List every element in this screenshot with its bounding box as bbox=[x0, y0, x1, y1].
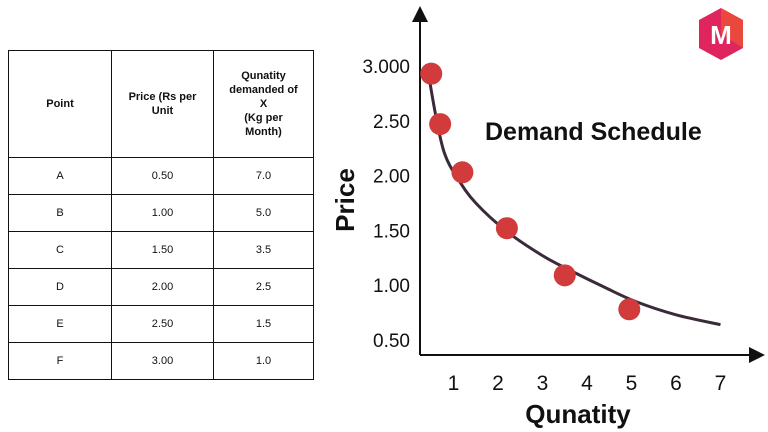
cell-price: 1.50 bbox=[111, 231, 214, 269]
data-point bbox=[553, 264, 576, 287]
table-row: B 1.00 5.0 bbox=[8, 194, 314, 232]
x-tick-label: 6 bbox=[670, 372, 682, 395]
x-tick-label: 1 bbox=[448, 372, 460, 395]
table-header-row: Point Price (Rs per Unit Qunatity demand… bbox=[8, 50, 314, 158]
cell-quantity: 3.5 bbox=[213, 231, 314, 269]
x-tick-label: 5 bbox=[626, 372, 638, 395]
cell-point: F bbox=[8, 342, 112, 380]
cell-price: 1.00 bbox=[111, 194, 214, 232]
y-tick-label: 3.000 bbox=[362, 57, 410, 78]
x-tick-label: 7 bbox=[715, 372, 727, 395]
cell-point: B bbox=[8, 194, 112, 232]
y-tick-label: 2.00 bbox=[373, 167, 410, 188]
header-quantity-line: Month) bbox=[245, 126, 282, 138]
y-tick-label: 1.00 bbox=[373, 276, 410, 297]
y-axis-label: Price bbox=[330, 168, 360, 232]
data-point bbox=[420, 62, 443, 85]
header-quantity-line: X bbox=[259, 98, 268, 110]
cell-point: D bbox=[8, 268, 112, 306]
data-point bbox=[451, 161, 474, 184]
cell-point: A bbox=[8, 157, 112, 195]
data-point bbox=[495, 217, 518, 240]
table-row: A 0.50 7.0 bbox=[8, 157, 314, 195]
data-point bbox=[429, 113, 452, 136]
cell-quantity: 1.0 bbox=[213, 342, 314, 380]
demand-schedule-table: Point Price (Rs per Unit Qunatity demand… bbox=[8, 50, 314, 380]
cell-price: 2.50 bbox=[111, 305, 214, 343]
chart-title: Demand Schedule bbox=[485, 118, 702, 146]
x-tick-label: 2 bbox=[492, 372, 504, 395]
header-point: Point bbox=[8, 50, 112, 158]
logo-facet bbox=[721, 8, 743, 48]
demand-chart: 0.50 1.00 1.50 2.00 2.50 3.000 1 2 3 4 5 6 7 Demand… bbox=[330, 6, 765, 429]
cell-quantity: 2.5 bbox=[213, 268, 314, 306]
cell-point: C bbox=[8, 231, 112, 269]
demand-curve bbox=[425, 63, 721, 327]
y-tick-label: 0.50 bbox=[373, 331, 410, 352]
x-tick-label: 4 bbox=[581, 372, 593, 395]
cell-price: 3.00 bbox=[111, 342, 214, 380]
header-price-line: Price (Rs per bbox=[128, 91, 197, 103]
cell-quantity: 7.0 bbox=[213, 157, 314, 195]
brand-logo: M bbox=[699, 8, 743, 60]
cell-quantity: 1.5 bbox=[213, 305, 314, 343]
x-axis-label: Qunatity bbox=[525, 399, 631, 429]
table-row: F 3.00 1.0 bbox=[8, 342, 314, 380]
y-tick-label: 1.50 bbox=[373, 221, 410, 242]
cell-quantity: 5.0 bbox=[213, 194, 314, 232]
table-row: D 2.00 2.5 bbox=[8, 268, 314, 306]
logo-letter: M bbox=[710, 20, 732, 50]
y-tick-label: 2.50 bbox=[373, 112, 410, 133]
cell-price: 0.50 bbox=[111, 157, 214, 195]
header-price: Price (Rs per Unit bbox=[111, 50, 214, 158]
cell-point: E bbox=[8, 305, 112, 343]
cell-price: 2.00 bbox=[111, 268, 214, 306]
table-row: C 1.50 3.5 bbox=[8, 231, 314, 269]
x-tick-label: 3 bbox=[537, 372, 549, 395]
header-quantity-line: demanded of bbox=[229, 84, 298, 96]
header-price-line: Unit bbox=[151, 105, 174, 117]
header-quantity-line: (Kg per bbox=[244, 112, 283, 124]
header-quantity: Qunatity demanded of X (Kg per Month) bbox=[213, 50, 314, 158]
data-point bbox=[618, 298, 641, 321]
header-quantity-line: Qunatity bbox=[241, 70, 286, 82]
table-row: E 2.50 1.5 bbox=[8, 305, 314, 343]
